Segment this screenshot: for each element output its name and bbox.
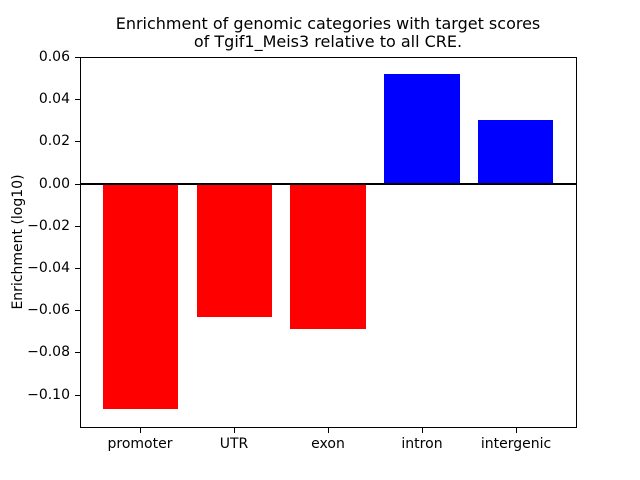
x-tick-mark — [328, 428, 329, 433]
y-tick-label: −0.10 — [27, 387, 70, 403]
y-tick-label: 0.00 — [38, 176, 70, 192]
y-tick-label: 0.02 — [38, 133, 70, 149]
bar-intergenic — [478, 120, 554, 184]
axis-spine-top — [80, 57, 577, 58]
y-tick-label: −0.08 — [27, 344, 70, 360]
y-tick-label: −0.04 — [27, 260, 70, 276]
bar-intron — [384, 73, 460, 184]
axis-spine-bottom — [80, 427, 577, 428]
y-tick-mark — [75, 352, 80, 353]
y-tick-mark — [75, 395, 80, 396]
y-tick-mark — [75, 99, 80, 100]
x-tick-mark — [140, 428, 141, 433]
bar-promoter — [102, 183, 178, 410]
chart-title: Enrichment of genomic categories with ta… — [80, 15, 576, 51]
y-tick-label: −0.02 — [27, 218, 70, 234]
axis-spine-right — [576, 57, 577, 428]
y-tick-mark — [75, 57, 80, 58]
x-tick-label-promoter: promoter — [107, 436, 173, 452]
y-tick-mark — [75, 226, 80, 227]
zero-line — [80, 182, 576, 185]
y-tick-label: 0.06 — [38, 49, 70, 65]
x-tick-mark — [234, 428, 235, 433]
bar-exon — [290, 183, 366, 330]
x-tick-mark — [516, 428, 517, 433]
y-tick-mark — [75, 310, 80, 311]
chart-title-line-2: of Tgif1_Meis3 relative to all CRE. — [193, 32, 463, 51]
x-tick-label-exon: exon — [311, 436, 345, 452]
plot-area — [80, 57, 576, 427]
y-tick-label: 0.04 — [38, 91, 70, 107]
y-tick-mark — [75, 184, 80, 185]
bar-UTR — [196, 183, 272, 317]
x-tick-label-intergenic: intergenic — [480, 436, 552, 452]
y-tick-label: −0.06 — [27, 302, 70, 318]
axis-spine-left — [80, 57, 81, 428]
chart-title-line-1: Enrichment of genomic categories with ta… — [115, 14, 541, 33]
x-tick-label-intron: intron — [401, 436, 443, 452]
y-axis-label: Enrichment (log10) — [10, 174, 26, 310]
y-tick-mark — [75, 268, 80, 269]
x-tick-mark — [422, 428, 423, 433]
x-tick-label-UTR: UTR — [219, 436, 249, 452]
y-tick-mark — [75, 141, 80, 142]
